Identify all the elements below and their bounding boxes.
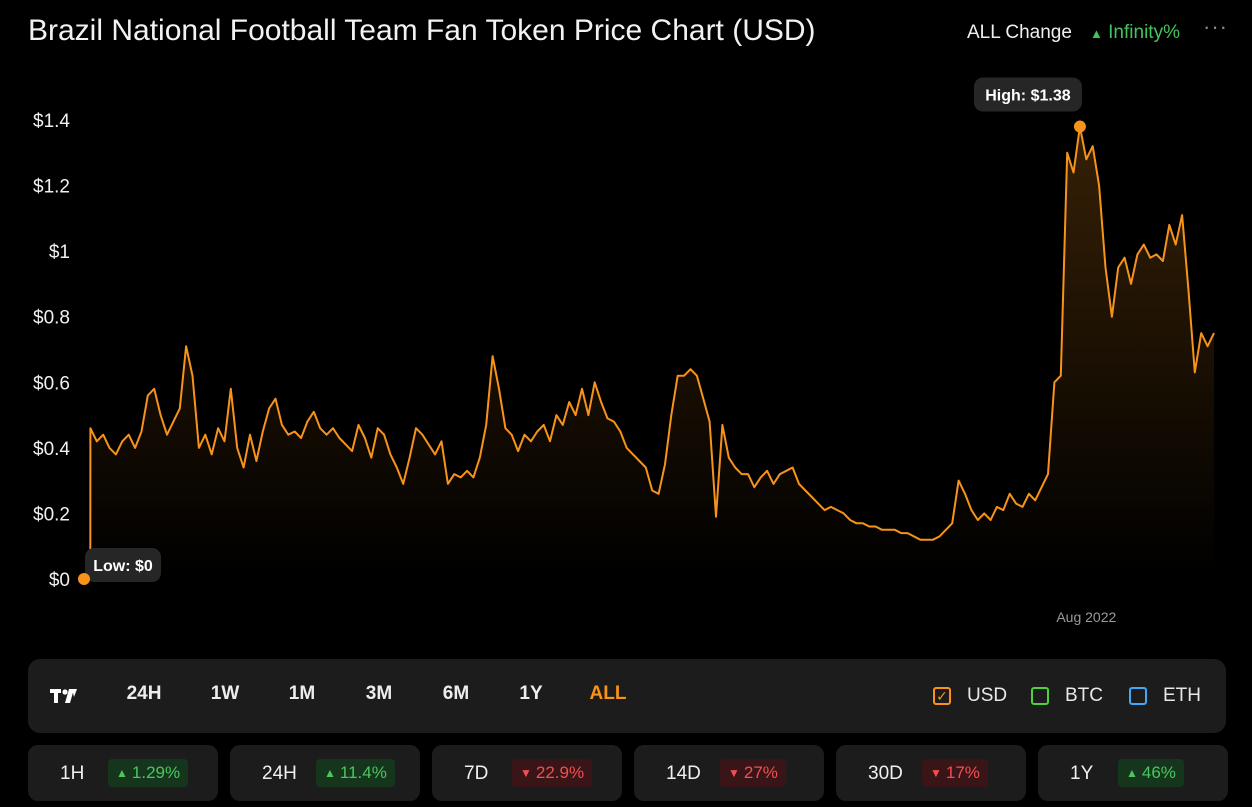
up-arrow-icon: ▲ [1090,26,1103,41]
y-tick-label: $1.2 [33,177,70,198]
range-toolbar: 24H 1W 1M 3M 6M 1Y ALL ✓ USD BTC ETH [28,659,1226,733]
chart-annotations: High: $1.38 Low: $0 [78,77,1086,585]
stat-period: 14D [666,763,701,784]
chart-header: Brazil National Football Team Fan Token … [0,0,1252,64]
down-arrow-icon: ▼ [728,766,740,780]
x-axis: Aug 2022 [1056,609,1116,625]
y-tick-label: $1.4 [33,111,70,132]
y-tick-label: $0.6 [33,373,70,394]
svg-text:Low: $0: Low: $0 [93,558,153,575]
stat-change-value: 11.4% [339,763,387,782]
y-tick-label: $0 [49,570,70,591]
stat-period: 1Y [1070,763,1094,784]
stat-change-badge: ▼ 22.9% [512,759,593,787]
stat-change-value: 17% [945,763,980,782]
more-options-icon[interactable]: ··· [1203,14,1228,39]
y-tick-label: $1 [49,242,70,263]
up-arrow-icon: ▲ [116,766,128,780]
range-button-all[interactable]: ALL [589,683,627,704]
checkbox-icon[interactable] [1129,687,1147,705]
up-arrow-icon: ▲ [324,766,336,780]
stat-change-value: 1.29% [131,763,181,782]
svg-text:High: $1.38: High: $1.38 [985,88,1070,105]
y-axis: $0 $0.2 $0.4 $0.6 $0.8 $1 $1.2 $1.4 [33,111,70,591]
stat-period: 30D [868,763,903,784]
checkbox-icon[interactable] [1031,687,1049,705]
down-arrow-icon: ▼ [520,766,532,780]
down-arrow-icon: ▼ [930,766,942,780]
currency-label: BTC [1065,685,1103,706]
change-percent: Infinity% [1108,22,1180,43]
range-button-1w[interactable]: 1W [210,683,240,704]
y-tick-label: $0.4 [33,439,70,460]
stat-period: 7D [464,763,489,784]
stat-change-badge: ▲ 46% [1118,759,1184,787]
range-button-1m[interactable]: 1M [288,683,316,704]
currency-toggle-eth[interactable]: ETH [1129,685,1201,707]
high-price-label: High: $1.38 [973,77,1082,112]
page-title: Brazil National Football Team Fan Token … [28,14,816,47]
stat-change-value: 46% [1141,763,1176,782]
up-arrow-icon: ▲ [1126,766,1138,780]
change-value: ▲ Infinity% [1090,22,1180,44]
stat-card-7d: 7D ▼ 22.9% [432,745,622,801]
stat-card-1h: 1H ▲ 1.29% [28,745,218,801]
y-tick-label: $0.8 [33,308,70,329]
low-price-label: Low: $0 [85,548,161,582]
stat-period: 24H [262,763,297,784]
stat-card-30d: 30D ▼ 17% [836,745,1026,801]
tradingview-icon[interactable] [50,687,78,705]
low-price-marker [78,573,90,585]
currency-toggle-usd[interactable]: ✓ USD [933,685,1007,707]
x-tick-label: Aug 2022 [1056,609,1116,625]
price-area [84,126,1214,579]
range-button-3m[interactable]: 3M [365,683,393,704]
range-button-24h[interactable]: 24H [126,683,162,704]
checkbox-checked-icon[interactable]: ✓ [933,687,951,705]
high-price-marker [1073,120,1086,133]
range-button-6m[interactable]: 6M [442,683,470,704]
price-line [84,125,1215,580]
stat-change-value: 27% [743,763,778,782]
stat-change-badge: ▲ 11.4% [316,759,395,787]
stat-change-badge: ▼ 17% [922,759,988,787]
stat-period: 1H [60,763,85,784]
stat-change-badge: ▼ 27% [720,759,786,787]
stat-card-24h: 24H ▲ 11.4% [230,745,420,801]
stat-change-badge: ▲ 1.29% [108,759,189,787]
change-label: ALL Change [967,22,1072,43]
y-tick-label: $0.2 [33,504,70,525]
stat-card-1y: 1Y ▲ 46% [1038,745,1228,801]
stat-change-value: 22.9% [535,763,585,782]
price-chart: $0 $0.2 $0.4 $0.6 $0.8 $1 $1.2 $1.4 Aug 2022 Hi… [33,77,1215,625]
currency-toggle-btc[interactable]: BTC [1031,685,1103,707]
currency-label: USD [967,685,1008,706]
currency-label: ETH [1163,685,1201,706]
range-button-1y[interactable]: 1Y [519,683,543,704]
stat-card-14d: 14D ▼ 27% [634,745,824,801]
